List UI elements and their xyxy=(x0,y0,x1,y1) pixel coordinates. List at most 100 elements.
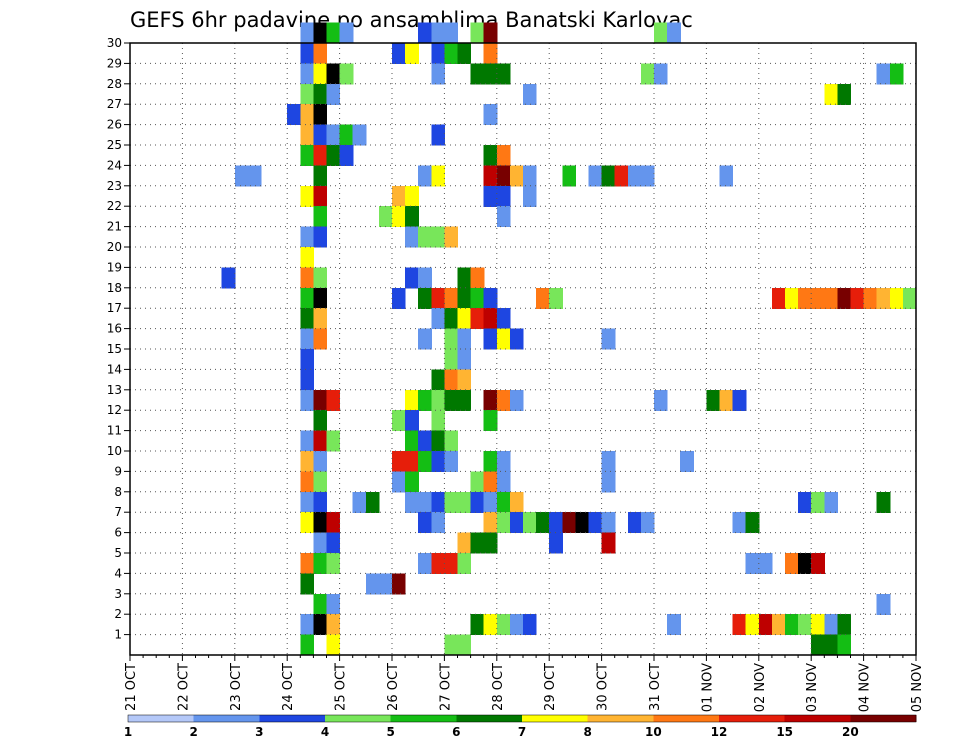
heatmap-cell-132 xyxy=(496,328,511,350)
heatmap-cell-210 xyxy=(483,512,498,534)
heatmap-cell-42 xyxy=(300,124,314,146)
heatmap-cell-241 xyxy=(785,553,799,574)
heatmap-cell-208 xyxy=(418,512,432,534)
heatmap-cell-218 xyxy=(588,512,603,534)
heatmap-cell-35 xyxy=(824,83,838,105)
heatmap-cell-82 xyxy=(300,226,314,248)
heatmap-cell-124 xyxy=(483,308,498,330)
heatmap-cell-81 xyxy=(496,206,511,228)
heatmap-cell-217 xyxy=(575,512,590,534)
heatmap-cell-264 xyxy=(785,614,799,636)
heatmap-cell-230 xyxy=(549,532,563,554)
heatmap-cell-135 xyxy=(300,349,314,370)
heatmap-cell-43 xyxy=(313,124,328,146)
ytick-label-29: 29 xyxy=(107,56,122,70)
ytick-label-1: 1 xyxy=(114,628,122,642)
heatmap-cell-66 xyxy=(614,165,629,187)
heatmap-cell-267 xyxy=(824,614,838,636)
colorbar-label-3: 4 xyxy=(321,725,329,739)
heatmap-cell-254 xyxy=(470,614,485,636)
heatmap-cell-239 xyxy=(745,553,760,574)
heatmap-cell-262 xyxy=(758,614,773,636)
heatmap-cell-13 xyxy=(392,43,406,64)
heatmap-cell-237 xyxy=(444,553,459,574)
heatmap-cell-11 xyxy=(300,43,314,64)
heatmap-cell-196 xyxy=(457,491,472,513)
heatmap-cell-0 xyxy=(300,22,314,44)
ytick-label-19: 19 xyxy=(107,260,122,274)
heatmap-cell-116 xyxy=(889,287,904,309)
heatmap-cell-9 xyxy=(654,22,668,44)
heatmap-cell-10 xyxy=(667,22,681,44)
heatmap-cell-263 xyxy=(771,614,786,636)
heatmap-cell-139 xyxy=(431,369,445,391)
heatmap-cell-27 xyxy=(640,63,655,85)
heatmap-cell-190 xyxy=(352,491,367,513)
colorbar-label-9: 12 xyxy=(711,725,728,739)
heatmap-cell-184 xyxy=(470,471,485,493)
heatmap-cell-122 xyxy=(457,308,472,330)
heatmap-cell-22 xyxy=(339,63,354,85)
heatmap-cell-53 xyxy=(496,145,511,166)
heatmap-cell-214 xyxy=(536,512,550,534)
heatmap-cell-270 xyxy=(326,634,341,655)
heatmap-cell-125 xyxy=(496,308,511,330)
ytick-label-4: 4 xyxy=(114,566,122,580)
heatmap-cell-216 xyxy=(562,512,576,534)
heatmap-cell-131 xyxy=(483,328,498,350)
heatmap-cell-68 xyxy=(640,165,655,187)
heatmap-cell-187 xyxy=(601,471,616,493)
colorbar-segment-5 xyxy=(456,715,523,722)
heatmap-cell-266 xyxy=(811,614,825,636)
chart-title: GEFS 6hr padavine po ansamblima Banatski… xyxy=(130,8,693,32)
colorbar-segment-3 xyxy=(325,715,392,722)
heatmap-cell-191 xyxy=(365,491,380,513)
x-axis-ticks: 21 OCT 22 OCT 23 OCT 24 OCT 25 OCT 26 OCT 27 O… xyxy=(124,655,925,712)
xtick-label-3: 24 OCT xyxy=(281,663,296,711)
ytick-label-15: 15 xyxy=(107,342,122,356)
ytick-label-13: 13 xyxy=(107,383,122,397)
heatmap-cell-136 xyxy=(444,349,459,370)
heatmap-cell-89 xyxy=(221,267,236,289)
heatmap-cell-256 xyxy=(496,614,511,636)
heatmap-cell-209 xyxy=(431,512,445,534)
heatmap-cell-137 xyxy=(457,349,472,370)
xtick-label-4: 25 OCT xyxy=(334,663,349,711)
heatmap-cell-141 xyxy=(457,369,472,391)
heatmap-cell-207 xyxy=(326,512,341,534)
heatmap-cell-77 xyxy=(313,206,328,228)
heatmap-cell-38 xyxy=(287,104,301,126)
heatmap-cell-180 xyxy=(300,471,314,493)
heatmap-cell-247 xyxy=(392,573,406,595)
heatmap-cell-117 xyxy=(902,287,917,309)
heatmap-cell-255 xyxy=(483,614,498,636)
heatmap-cell-195 xyxy=(444,491,459,513)
heatmap-cell-46 xyxy=(352,124,367,146)
heatmap-cell-253 xyxy=(326,614,341,636)
heatmap-cell-175 xyxy=(444,451,459,472)
heatmap-cell-246 xyxy=(378,573,393,595)
heatmap-cell-75 xyxy=(496,185,511,207)
heatmap-cell-145 xyxy=(405,389,419,411)
heatmap-cell-115 xyxy=(876,287,891,309)
heatmap-cell-133 xyxy=(509,328,524,350)
colorbar-segment-8 xyxy=(653,715,720,722)
heatmap-cell-98 xyxy=(392,287,406,309)
heatmap-cell-258 xyxy=(523,614,537,636)
heatmap-cell-213 xyxy=(523,512,537,534)
colorbar-segment-6 xyxy=(522,715,589,722)
ytick-label-25: 25 xyxy=(107,138,122,152)
heatmap-cell-178 xyxy=(601,451,616,472)
heatmap-cell-149 xyxy=(457,389,472,411)
heatmap-cell-155 xyxy=(719,389,734,411)
heatmap-cell-56 xyxy=(313,165,328,187)
heatmap-cell-233 xyxy=(313,553,328,574)
heatmap-cell-63 xyxy=(562,165,576,187)
heatmap-cell-105 xyxy=(536,287,550,309)
heatmap-cell-138 xyxy=(300,369,314,391)
heatmap-cell-161 xyxy=(483,410,498,432)
heatmap-cell-69 xyxy=(719,165,734,187)
colorbar-segment-11 xyxy=(850,715,917,722)
colorbar-frame xyxy=(127,714,917,723)
heatmap-cell-162 xyxy=(300,430,314,452)
